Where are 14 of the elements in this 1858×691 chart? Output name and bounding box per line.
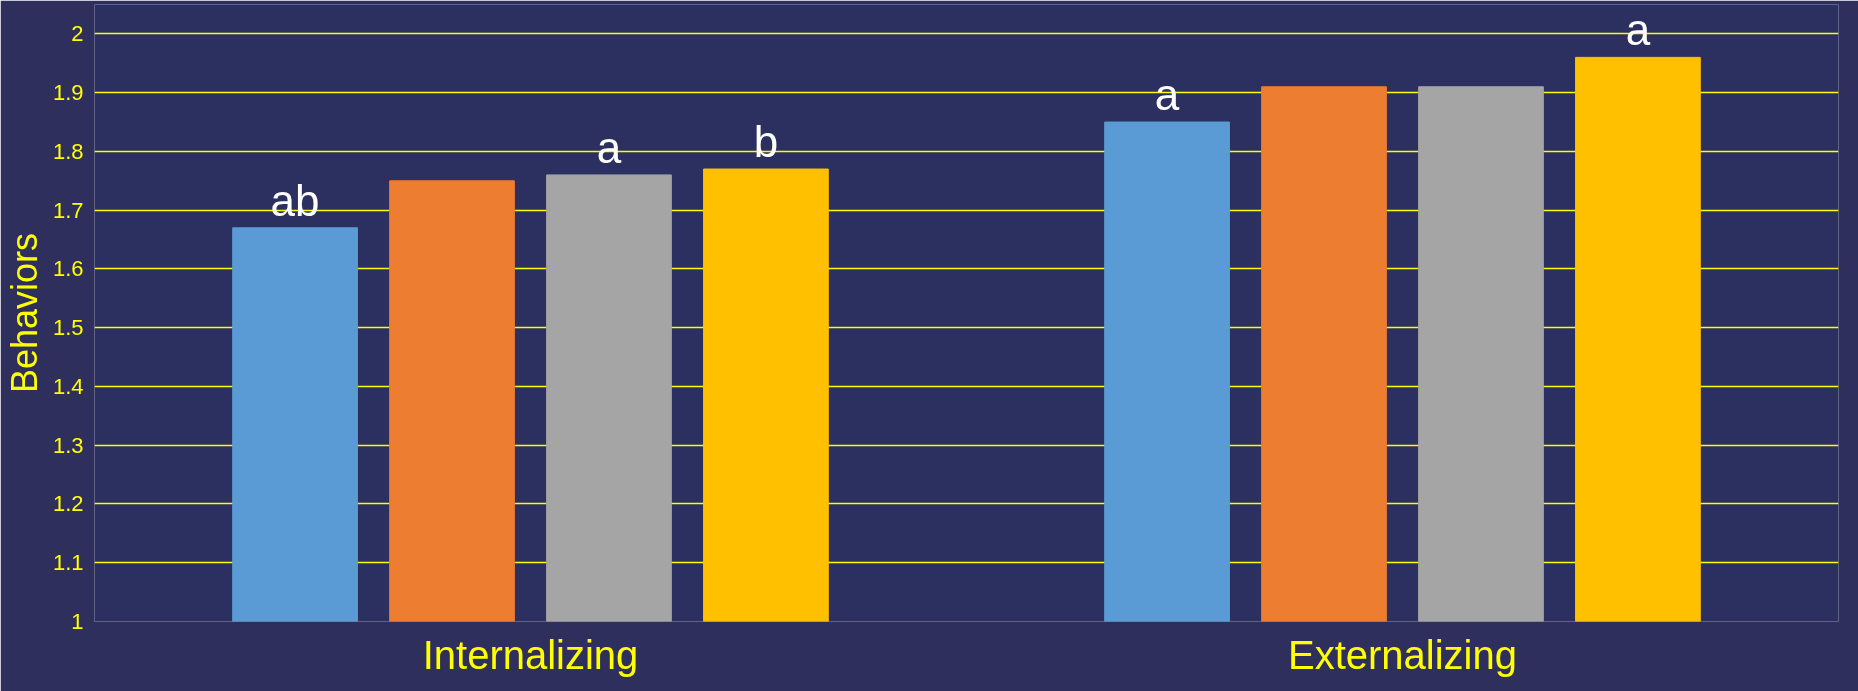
y-tick-label: 1.2 [52,491,84,517]
y-tick-label: 1.9 [52,80,84,106]
y-tick-label: 1.8 [52,138,84,164]
y-axis-title: Behaviors [3,232,45,394]
y-tick-label: 1 [71,609,84,634]
x-tick-label: Externalizing [1288,632,1518,677]
y-tick-label: 1.3 [52,432,84,458]
y-tick-label: 1.4 [52,373,84,399]
y-tick-label: 2 [71,21,84,47]
y-tick-label: 1.6 [52,256,84,282]
y-tick-label: 1.5 [52,315,84,341]
y-tick-label: 1.7 [52,197,84,223]
x-tick-label: Internalizing [422,632,639,677]
y-tick-label: 1.1 [52,550,84,576]
